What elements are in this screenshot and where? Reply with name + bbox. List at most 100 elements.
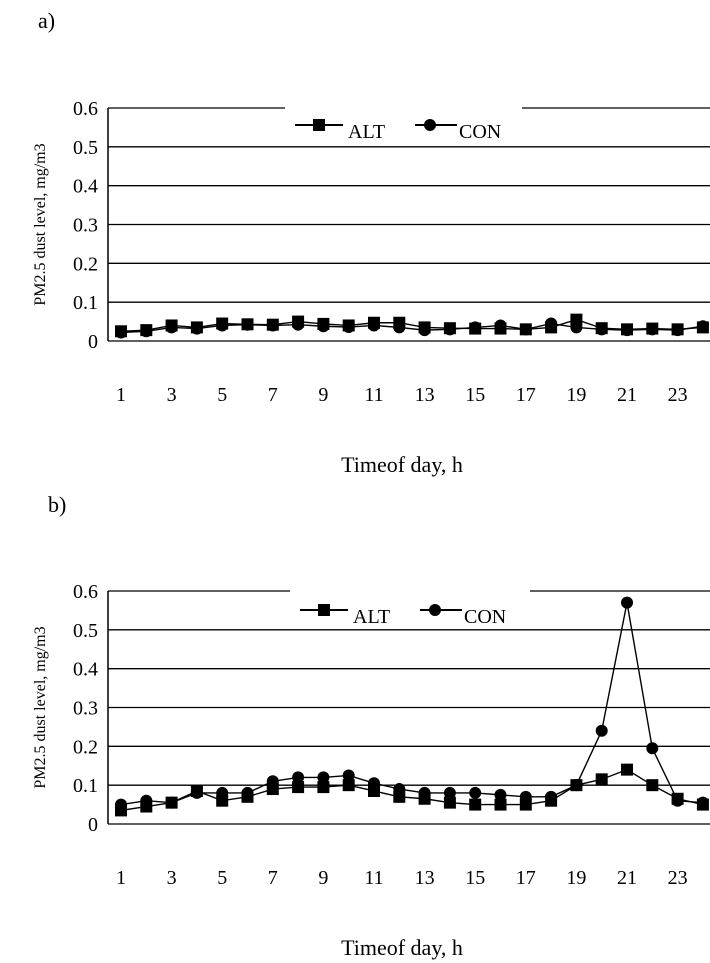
- y-tick-label: 0: [88, 331, 98, 353]
- x-tick-label: 13: [415, 867, 435, 889]
- panel-a-label: a): [38, 8, 56, 33]
- data-point-con: [292, 318, 305, 331]
- data-point-con: [519, 790, 532, 803]
- data-point-con: [266, 775, 279, 788]
- chart-b: 00.10.20.30.40.50.61 3 5 7 9 11 13 15 17 19 21 23PM…: [32, 581, 710, 960]
- x-tick-label: 1: [116, 867, 126, 889]
- data-point-alt: [443, 796, 456, 809]
- data-point-con: [165, 796, 178, 809]
- data-point-con: [696, 320, 709, 333]
- data-point-con: [115, 326, 127, 339]
- y-axis-label: PM2.5 dust level, mg/m3: [32, 143, 49, 305]
- data-point-con: [621, 324, 633, 337]
- data-point-con: [190, 322, 203, 335]
- data-point-con: [494, 319, 507, 332]
- data-point-con: [342, 321, 355, 334]
- data-point-con: [393, 783, 406, 796]
- data-point-con: [342, 769, 355, 782]
- y-tick-label: 0.1: [73, 775, 98, 797]
- data-point-con: [418, 786, 431, 799]
- data-point-con: [368, 777, 380, 790]
- y-tick-label: 0: [88, 814, 98, 836]
- x-tick-label: 11: [364, 384, 383, 406]
- x-tick-label: 5: [217, 867, 227, 889]
- data-point-con: [216, 319, 229, 332]
- x-tick-label: 21: [617, 384, 637, 406]
- data-point-con: [595, 724, 608, 737]
- x-axis-label: Timeof day, h: [341, 452, 463, 477]
- data-point-con: [418, 324, 431, 337]
- legend-label-alt: ALT: [348, 121, 385, 143]
- data-point-con: [190, 786, 203, 799]
- data-point-con: [140, 794, 153, 807]
- y-tick-label: 0.6: [73, 98, 98, 120]
- legend-marker-circle: [424, 119, 436, 131]
- data-point-con: [696, 796, 709, 809]
- x-tick-label: 17: [516, 867, 536, 889]
- legend-marker-square: [313, 119, 325, 131]
- data-point-alt: [292, 781, 305, 794]
- data-point-con: [165, 321, 178, 334]
- data-point-con: [646, 742, 659, 755]
- data-point-con: [469, 321, 482, 334]
- y-tick-label: 0.5: [73, 137, 98, 159]
- data-point-con: [469, 786, 482, 799]
- data-point-con: [671, 324, 684, 337]
- data-point-con: [317, 771, 330, 784]
- data-point-con: [443, 786, 456, 799]
- data-point-con: [140, 325, 153, 338]
- data-point-con: [443, 323, 456, 336]
- data-point-alt: [317, 781, 330, 794]
- data-point-con: [494, 788, 507, 801]
- x-tick-label: 9: [318, 867, 328, 889]
- data-point-con: [621, 596, 633, 609]
- data-point-con: [595, 323, 608, 336]
- y-tick-label: 0.5: [73, 620, 98, 642]
- legend-label-con: CON: [459, 121, 501, 143]
- data-point-alt: [469, 798, 482, 811]
- x-tick-label: 17: [516, 384, 536, 406]
- data-point-con: [570, 779, 583, 792]
- data-point-alt: [646, 779, 659, 792]
- y-tick-label: 0.3: [73, 698, 98, 720]
- legend-marker-circle: [429, 604, 441, 616]
- chart-a: 00.10.20.30.40.50.61 3 5 7 9 11 13 15 17 19 21 23PM…: [32, 98, 710, 477]
- data-point-con: [368, 319, 380, 332]
- data-point-con: [115, 798, 127, 811]
- y-tick-label: 0.2: [73, 736, 98, 758]
- series-line-alt: [120, 768, 704, 812]
- data-point-con: [216, 786, 229, 799]
- data-point-con: [393, 321, 406, 334]
- x-tick-label: 15: [465, 867, 485, 889]
- x-tick-label: 23: [668, 384, 688, 406]
- legend-marker-square: [318, 604, 330, 616]
- legend-label-con: CON: [464, 606, 506, 628]
- y-tick-label: 0.4: [73, 176, 98, 198]
- data-point-con: [545, 790, 558, 803]
- panel-b-label: b): [48, 492, 67, 517]
- data-point-alt: [494, 798, 507, 811]
- x-axis-label: Timeof day, h: [341, 935, 463, 960]
- y-tick-label: 0.6: [73, 581, 98, 603]
- x-tick-label: 19: [566, 384, 586, 406]
- x-tick-label: 7: [268, 867, 278, 889]
- y-tick-label: 0.4: [73, 659, 98, 681]
- legend-label-alt: ALT: [353, 606, 390, 628]
- x-tick-label: 9: [318, 384, 328, 406]
- x-tick-label: 11: [364, 867, 383, 889]
- x-tick-label: 3: [167, 867, 177, 889]
- x-tick-label: 21: [617, 867, 637, 889]
- data-point-con: [646, 323, 659, 336]
- x-tick-label: 7: [268, 384, 278, 406]
- y-tick-label: 0.1: [73, 292, 98, 314]
- data-point-con: [292, 771, 305, 784]
- data-point-alt: [342, 779, 355, 792]
- x-tick-label: 13: [415, 384, 435, 406]
- y-tick-label: 0.3: [73, 215, 98, 237]
- data-point-con: [241, 786, 254, 799]
- data-point-con: [266, 319, 279, 332]
- x-tick-label: 19: [566, 867, 586, 889]
- y-tick-label: 0.2: [73, 253, 98, 275]
- x-tick-label: 1: [116, 384, 126, 406]
- data-point-con: [671, 794, 684, 807]
